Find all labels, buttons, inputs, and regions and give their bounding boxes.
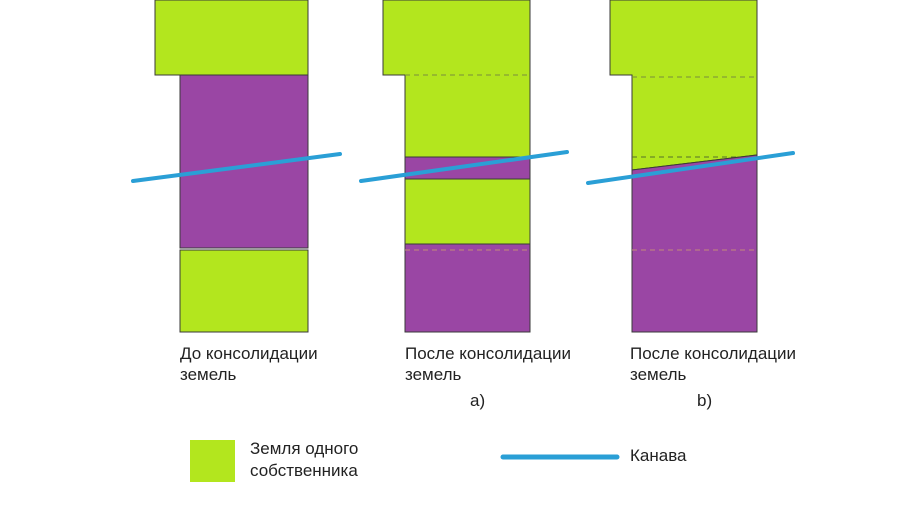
caption-line-2: земель [180, 365, 237, 384]
legend-label-owner-land: Земля одного собственника [250, 438, 358, 482]
parcel-green-bottom [179, 249, 309, 333]
panel-before-consolidation [131, 0, 342, 333]
caption-line-1: После консолидации [405, 344, 572, 363]
parcel-green-middle [404, 178, 531, 245]
caption-line-2: земель [630, 365, 687, 384]
parcel-green-l-shape [609, 0, 758, 171]
parcel-purple-lower [631, 154, 758, 333]
variant-label-b: b) [697, 391, 713, 410]
ditch-line [586, 151, 795, 185]
ditch-line [131, 152, 342, 183]
parcel-purple-bottom [404, 243, 531, 333]
legend-line-2: собственника [250, 461, 358, 480]
panel-after-consolidation-b [586, 0, 795, 333]
parcel-green-l-shape [382, 0, 531, 158]
ditch-line [359, 150, 569, 183]
panel-caption-before: До консолидации земель [180, 343, 318, 385]
variant-label-a: a) [470, 391, 486, 410]
legend-swatch-owner-land [190, 440, 235, 482]
panel-caption-after-a: После консолидации земель [405, 343, 571, 385]
panel-caption-after-b: После консолидации земель [630, 343, 796, 385]
caption-line-1: До консолидации [180, 344, 318, 363]
legend-line-1: Земля одного [250, 439, 359, 458]
panel-after-consolidation-a [359, 0, 569, 333]
caption-line-1: После консолидации [630, 344, 797, 363]
parcel-green-top [154, 0, 309, 76]
legend-label-ditch: Канава [630, 446, 687, 465]
caption-line-2: земель [405, 365, 462, 384]
